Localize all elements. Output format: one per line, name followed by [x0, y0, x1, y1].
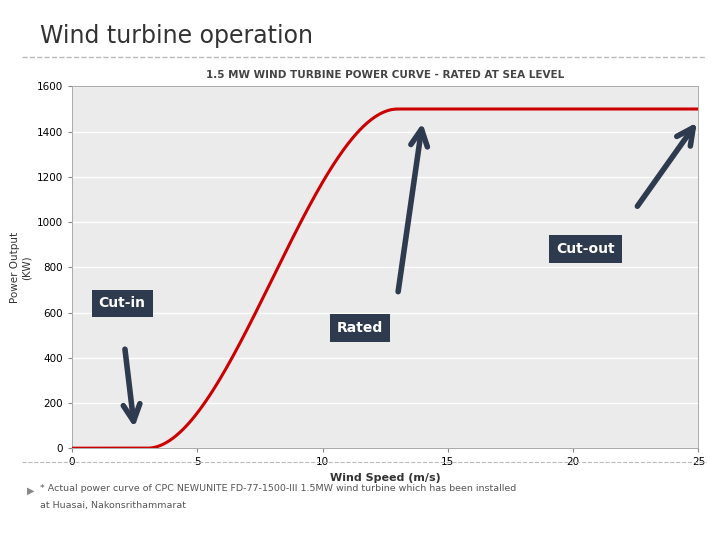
Text: ▶: ▶ — [27, 486, 35, 496]
Text: Cut-in: Cut-in — [99, 296, 145, 310]
X-axis label: Wind Speed (m/s): Wind Speed (m/s) — [330, 473, 441, 483]
Y-axis label: Power Output
(KW): Power Output (KW) — [9, 232, 31, 303]
Text: at Huasai, Nakonsrithammarat: at Huasai, Nakonsrithammarat — [40, 501, 186, 510]
Text: Rated: Rated — [337, 321, 383, 335]
Title: 1.5 MW WIND TURBINE POWER CURVE - RATED AT SEA LEVEL: 1.5 MW WIND TURBINE POWER CURVE - RATED … — [206, 70, 564, 80]
Text: * Actual power curve of CPC NEWUNITE FD-77-1500-III 1.5MW wind turbine which has: * Actual power curve of CPC NEWUNITE FD-… — [40, 484, 516, 494]
Text: Cut-out: Cut-out — [557, 242, 615, 256]
Text: Wind turbine operation: Wind turbine operation — [40, 24, 312, 48]
